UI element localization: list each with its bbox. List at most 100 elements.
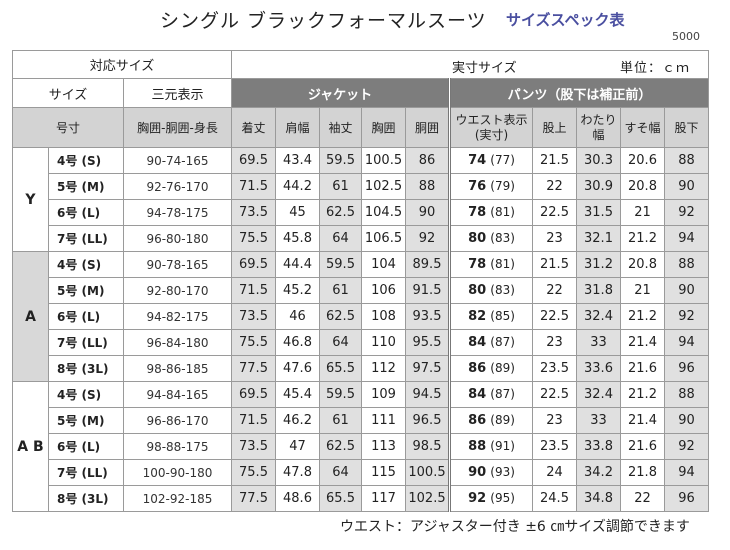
waist-sub-label: (実寸) (474, 127, 509, 142)
jacket-shoulder-width-cell: 45 (275, 199, 320, 226)
pants-waist-cell: 88 (91) (449, 433, 533, 460)
pants-hem-width-cell: 21.6 (620, 355, 665, 382)
jacket-jacket-length-cell: 73.5 (231, 199, 276, 226)
pants-waist-cell: 84 (87) (449, 329, 533, 356)
size-label: 8号 (3L) (48, 355, 124, 382)
pants-header: パンツ（股下は補正前） (449, 78, 709, 108)
pants-col-hem: すそ幅 (620, 107, 665, 148)
page-subtitle: サイズスペック表 (506, 11, 625, 29)
pants-waist-cell: 76 (79) (449, 173, 533, 200)
jacket-col-sleeve: 袖丈 (319, 107, 362, 148)
table-row: 7号 (LL) 96-84-180 75.5 46.8 64 110 95.5 84 (87)… (13, 329, 709, 356)
jacket-waist-cell: 100.5 (405, 459, 451, 486)
jacket-jacket-length-cell: 73.5 (231, 303, 276, 330)
pants-rise-cell: 23.5 (532, 433, 577, 460)
pants-thigh-width-cell: 30.9 (576, 173, 621, 200)
jacket-chest-cell: 108 (361, 303, 406, 330)
three-dim-value: 90-74-165 (123, 147, 232, 174)
pants-hem-width-cell: 21.2 (620, 303, 665, 330)
jacket-shoulder-width-cell: 47.6 (275, 355, 320, 382)
pants-inseam-cell: 90 (664, 407, 709, 434)
pants-rise-cell: 23 (532, 329, 577, 356)
waist-actual-value: (77) (490, 153, 515, 167)
waist-value: 90 (468, 465, 487, 480)
table-row: 6号 (L) 98-88-175 73.5 47 62.5 113 98.5 88 (91) 2… (13, 433, 709, 460)
three-dim-value: 98-86-185 (123, 355, 232, 382)
jacket-shoulder-width-cell: 44.4 (275, 251, 320, 278)
size-label: 7号 (LL) (48, 225, 124, 252)
pants-hem-width-cell: 21.2 (620, 381, 665, 408)
table-row: Y 4号 (S) 90-74-165 69.5 43.4 59.5 100.5 86 74 (7… (12, 147, 709, 252)
jacket-shoulder-width-cell: 44.2 (275, 173, 320, 200)
pants-rise-cell: 24 (532, 459, 577, 486)
waist-actual-value: (87) (490, 335, 515, 349)
waist-actual-value: (81) (490, 257, 515, 271)
size-label: 6号 (L) (48, 199, 124, 226)
pants-col-rise: 股上 (532, 107, 577, 148)
waist-value: 88 (468, 439, 487, 454)
jacket-waist-cell: 97.5 (405, 355, 451, 382)
size-label: 4号 (S) (48, 251, 124, 278)
waist-value: 78 (468, 257, 487, 272)
jacket-chest-cell: 110 (361, 329, 406, 356)
pants-hem-width-cell: 21.6 (620, 433, 665, 460)
pants-hem-width-cell: 20.6 (620, 147, 665, 174)
jacket-shoulder-width-cell: 45.8 (275, 225, 320, 252)
waist-value: 80 (468, 283, 487, 298)
jacket-sleeve-length-cell: 62.5 (319, 433, 362, 460)
size-label: 4号 (S) (48, 147, 124, 174)
jacket-waist-cell: 94.5 (405, 381, 451, 408)
jacket-shoulder-width-cell: 48.6 (275, 485, 320, 512)
pants-rise-cell: 23 (532, 407, 577, 434)
pants-thigh-width-cell: 34.2 (576, 459, 621, 486)
pants-inseam-cell: 90 (664, 173, 709, 200)
waist-actual-value: (83) (490, 231, 515, 245)
pants-thigh-width-cell: 31.2 (576, 251, 621, 278)
table-row: 8号 (3L) 102-92-185 77.5 48.6 65.5 117 102.5 92 … (13, 485, 709, 512)
pants-hem-width-cell: 21 (620, 199, 665, 226)
pants-hem-width-cell: 21.4 (620, 329, 665, 356)
jacket-shoulder-width-cell: 47.8 (275, 459, 320, 486)
three-dim-value: 94-78-175 (123, 199, 232, 226)
size-header: サイズ (12, 78, 124, 108)
size-label: 4号 (S) (48, 381, 124, 408)
jacket-chest-cell: 112 (361, 355, 406, 382)
pants-thigh-width-cell: 33.6 (576, 355, 621, 382)
pants-hem-width-cell: 21 (620, 277, 665, 304)
pants-hem-width-cell: 21.2 (620, 225, 665, 252)
actual-size-label: 実寸サイズ (452, 61, 517, 76)
three-dim-value: 96-86-170 (123, 407, 232, 434)
three-dim-value: 102-92-185 (123, 485, 232, 512)
jacket-shoulder-width-cell: 43.4 (275, 147, 320, 174)
jacket-sleeve-length-cell: 61 (319, 407, 362, 434)
pants-rise-cell: 22 (532, 173, 577, 200)
pants-col-waist: ウエスト表示 (実寸) (449, 107, 533, 148)
jacket-jacket-length-cell: 71.5 (231, 277, 276, 304)
three-dim-header: 三元表示 (123, 78, 232, 108)
jacket-jacket-length-cell: 75.5 (231, 225, 276, 252)
body-type-label: A (12, 251, 49, 382)
pants-thigh-width-cell: 33 (576, 329, 621, 356)
pants-inseam-cell: 94 (664, 459, 709, 486)
pants-col-thigh: わたり 幅 (576, 107, 621, 148)
actual-size-header: 実寸サイズ 単位：ｃｍ (231, 50, 709, 79)
jacket-waist-cell: 92 (405, 225, 451, 252)
pants-inseam-cell: 92 (664, 433, 709, 460)
jacket-chest-cell: 111 (361, 407, 406, 434)
jacket-jacket-length-cell: 71.5 (231, 407, 276, 434)
table-row: 5号 (M) 92-76-170 71.5 44.2 61 102.5 88 76 (79) 2… (13, 173, 709, 200)
waist-actual-value: (85) (490, 309, 515, 323)
pants-waist-cell: 80 (83) (449, 225, 533, 252)
jacket-sleeve-length-cell: 59.5 (319, 147, 362, 174)
jacket-waist-cell: 98.5 (405, 433, 451, 460)
waist-actual-value: (89) (490, 361, 515, 375)
pants-inseam-cell: 88 (664, 147, 709, 174)
number-header: 号寸 (12, 107, 124, 148)
pants-rise-cell: 22.5 (532, 381, 577, 408)
jacket-waist-cell: 93.5 (405, 303, 451, 330)
waist-actual-value: (91) (490, 439, 515, 453)
size-label: 8号 (3L) (48, 485, 124, 512)
jacket-chest-cell: 117 (361, 485, 406, 512)
pants-rise-cell: 23.5 (532, 355, 577, 382)
body-type-label: Y (12, 147, 49, 252)
